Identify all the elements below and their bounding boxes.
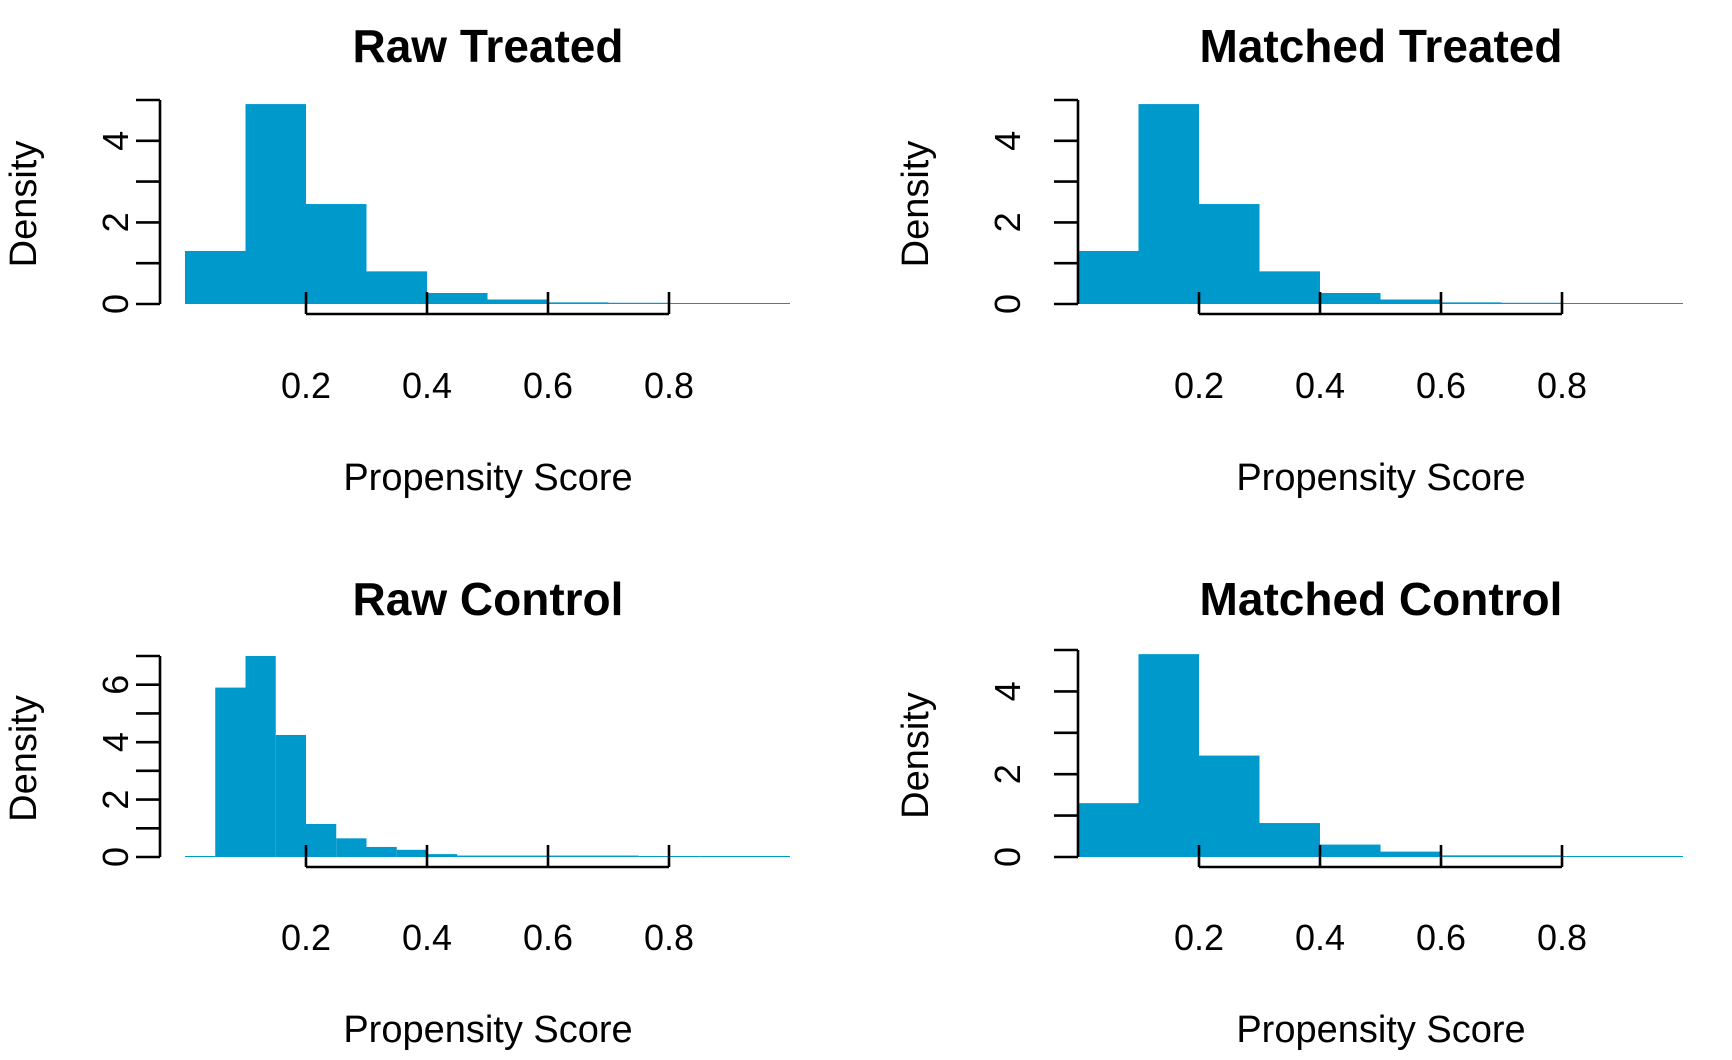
y-axis-label: Density bbox=[3, 141, 45, 268]
x-axis-label: Propensity Score bbox=[1236, 457, 1525, 499]
x-tick-label: 0.4 bbox=[1295, 917, 1345, 958]
histogram-bar bbox=[1320, 292, 1381, 304]
histogram-bar bbox=[729, 303, 790, 304]
x-tick-label: 0.6 bbox=[523, 917, 573, 958]
histogram-bar bbox=[1562, 303, 1623, 304]
y-tick-label: 0 bbox=[95, 294, 136, 314]
histogram-bar bbox=[1501, 302, 1562, 304]
y-axis-label: Density bbox=[895, 692, 937, 819]
x-tick-label: 0.4 bbox=[402, 917, 452, 958]
panel-matched-control: Matched Control 0 2 4 0.2 0.4 0.6 0.8 Propensity… bbox=[895, 573, 1683, 1051]
chart-title: Raw Treated bbox=[353, 20, 624, 72]
y-tick-label: 4 bbox=[95, 131, 136, 151]
histogram-bar bbox=[275, 734, 306, 857]
histogram-bar bbox=[1622, 856, 1683, 857]
histogram-bar bbox=[1441, 302, 1502, 304]
histogram-bar bbox=[1138, 104, 1199, 304]
y-tick-label: 0 bbox=[987, 847, 1028, 867]
y-tick-label: 2 bbox=[987, 212, 1028, 232]
x-axis-label: Propensity Score bbox=[343, 1009, 632, 1051]
histogram-bar bbox=[1078, 803, 1139, 857]
y-tick-label: 4 bbox=[95, 732, 136, 752]
y-tick-label: 6 bbox=[95, 675, 136, 695]
x-axis-label: Propensity Score bbox=[1236, 1009, 1525, 1051]
histogram-bar bbox=[1199, 755, 1260, 857]
y-tick-label: 2 bbox=[987, 764, 1028, 784]
histogram-bar bbox=[1562, 856, 1623, 857]
histogram-bar bbox=[427, 854, 458, 857]
x-tick-label: 0.2 bbox=[1174, 917, 1224, 958]
y-tick-label: 2 bbox=[95, 790, 136, 810]
y-axis-label: Density bbox=[895, 141, 937, 268]
chart-title: Matched Control bbox=[1200, 573, 1563, 625]
histogram-bar bbox=[306, 204, 367, 304]
y-tick-label: 2 bbox=[95, 212, 136, 232]
histogram-bar bbox=[1501, 855, 1562, 857]
histogram-bar bbox=[669, 303, 730, 304]
panel-matched-treated: Matched Treated 0 2 4 0.2 0.4 0.6 0.8 Propensity… bbox=[895, 20, 1683, 499]
x-axis-label: Propensity Score bbox=[343, 457, 632, 499]
histogram-bar bbox=[1138, 654, 1199, 857]
chart-title: Raw Control bbox=[353, 573, 624, 625]
x-tick-label: 0.6 bbox=[523, 365, 573, 406]
y-axis-label: Density bbox=[3, 695, 45, 822]
histogram-bar bbox=[427, 292, 488, 304]
histogram-bar bbox=[1380, 851, 1441, 857]
histogram-bar bbox=[245, 104, 306, 304]
histogram-bar bbox=[185, 856, 216, 857]
histogram-bar bbox=[487, 299, 548, 304]
histogram-bar bbox=[608, 302, 669, 304]
histogram-bar bbox=[1622, 303, 1683, 304]
x-tick-label: 0.8 bbox=[1537, 917, 1587, 958]
histogram-bar bbox=[1320, 844, 1381, 857]
histogram-bar bbox=[336, 838, 367, 857]
histogram-bar bbox=[1380, 299, 1441, 304]
panel-raw-control: Raw Control 0 2 4 6 0.2 0.4 0.6 0.8 Propensity Sc… bbox=[3, 573, 790, 1051]
x-tick-label: 0.6 bbox=[1416, 365, 1466, 406]
y-tick-label: 4 bbox=[987, 131, 1028, 151]
histogram-bar bbox=[1259, 271, 1320, 304]
panel-raw-treated: Raw Treated 0 2 4 0.2 0.4 0.6 0.8 Propensity Sco… bbox=[3, 20, 790, 499]
histogram-bar bbox=[396, 849, 427, 857]
x-tick-label: 0.4 bbox=[402, 365, 452, 406]
y-tick-label: 4 bbox=[987, 681, 1028, 701]
y-tick-label: 0 bbox=[95, 847, 136, 867]
histogram-bar bbox=[1199, 204, 1260, 304]
x-tick-label: 0.8 bbox=[1537, 365, 1587, 406]
histogram-bar bbox=[699, 856, 790, 857]
x-tick-label: 0.4 bbox=[1295, 365, 1345, 406]
chart-title: Matched Treated bbox=[1200, 20, 1563, 72]
histogram-bar bbox=[1078, 250, 1139, 304]
histogram-bar bbox=[366, 846, 397, 857]
histogram-bar bbox=[1441, 855, 1502, 857]
histogram-bar bbox=[215, 687, 246, 857]
x-tick-label: 0.2 bbox=[281, 917, 331, 958]
y-tick-label: 0 bbox=[987, 294, 1028, 314]
histogram-bar bbox=[1259, 823, 1320, 857]
x-tick-label: 0.8 bbox=[644, 917, 694, 958]
histogram-bar bbox=[245, 656, 276, 857]
x-tick-label: 0.2 bbox=[281, 365, 331, 406]
histogram-bar bbox=[366, 271, 427, 304]
histogram-bar bbox=[185, 250, 246, 304]
x-tick-label: 0.2 bbox=[1174, 365, 1224, 406]
x-tick-label: 0.6 bbox=[1416, 917, 1466, 958]
histogram-bar bbox=[548, 302, 609, 304]
histogram-bar bbox=[306, 823, 337, 857]
x-tick-label: 0.8 bbox=[644, 365, 694, 406]
